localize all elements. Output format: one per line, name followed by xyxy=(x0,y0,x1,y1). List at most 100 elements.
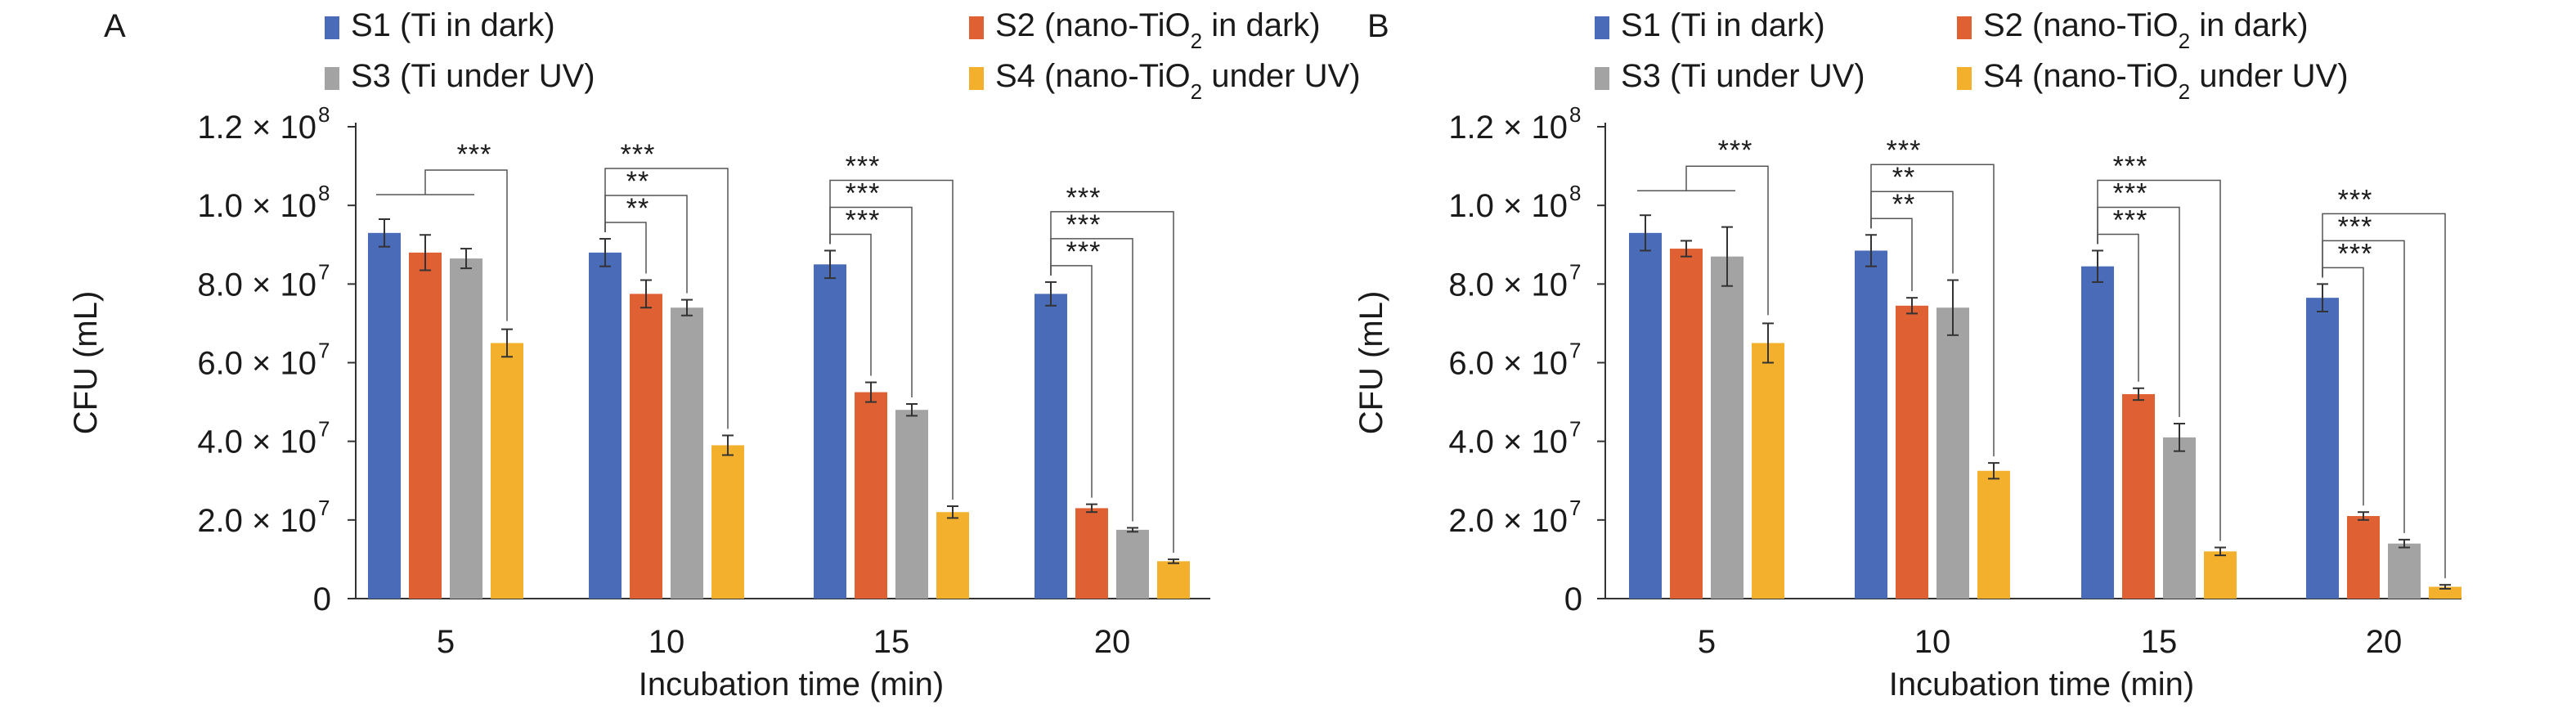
y-tick-mantissa: 1.0 × 10 xyxy=(1448,188,1568,224)
legend-swatch xyxy=(1957,16,1972,39)
x-tick-label: 10 xyxy=(648,624,685,660)
significance-label: *** xyxy=(2113,150,2148,182)
legend-entry: S1 (Ti in dark) xyxy=(351,7,555,43)
legend-label: S4 (nano-TiO xyxy=(995,58,1191,94)
bar xyxy=(2388,543,2421,599)
significance-bracket xyxy=(2097,179,2221,541)
significance-label: *** xyxy=(457,139,492,170)
y-tick-label: 8.0 × 10 xyxy=(1448,267,1568,303)
bar xyxy=(1629,232,1662,599)
x-tick-label: 20 xyxy=(1094,624,1131,660)
legend-entry: S4 (nano-TiO2 under UV) xyxy=(995,58,1361,104)
significance-label: *** xyxy=(2338,211,2373,242)
panel-letter: A xyxy=(104,8,126,44)
y-tick-label: 1.0 × 10 xyxy=(1448,188,1568,224)
y-tick-mantissa: 0 xyxy=(1564,581,1582,617)
legend-label: S4 (nano-TiO xyxy=(1983,58,2179,94)
legend-entry: S2 (nano-TiO2 in dark) xyxy=(995,7,1321,53)
y-tick-mantissa: 8.0 × 10 xyxy=(1448,267,1568,303)
bar xyxy=(1896,305,1928,599)
legend-swatch xyxy=(969,16,984,39)
legend-entry: S3 (Ti under UV) xyxy=(351,58,595,94)
y-tick-label: 0 xyxy=(313,581,331,617)
legend-subscript: 2 xyxy=(2179,79,2190,104)
bar xyxy=(814,264,846,599)
y-tick-label: 1.2 × 10 xyxy=(1448,110,1568,146)
y-tick-exponent: 7 xyxy=(318,417,330,442)
bar xyxy=(1670,249,1703,599)
y-tick-exponent: 8 xyxy=(318,181,330,205)
y-tick-label: 0 xyxy=(1564,581,1582,617)
y-axis-title: CFU (mL) xyxy=(68,291,104,435)
significance-label: *** xyxy=(2113,177,2148,209)
significance-label: ** xyxy=(626,193,649,224)
y-tick-exponent: 7 xyxy=(1569,496,1581,520)
significance-bracket xyxy=(1050,211,1174,553)
bar xyxy=(1116,529,1149,599)
bar xyxy=(1977,470,2010,599)
legend-swatch xyxy=(1957,67,1972,90)
legend-label-tail: under UV) xyxy=(1202,58,1360,94)
y-tick-mantissa: 2.0 × 10 xyxy=(1448,503,1568,539)
legend-label-tail: in dark) xyxy=(2190,7,2309,43)
bar xyxy=(1711,256,1744,599)
legend-label: S2 (nano-TiO xyxy=(995,7,1191,43)
bar xyxy=(1752,343,1784,599)
y-tick-label: 1.2 × 10 xyxy=(197,110,316,146)
bar xyxy=(1936,307,1969,599)
significance-label: *** xyxy=(846,204,881,236)
bar xyxy=(895,410,928,599)
bar xyxy=(409,252,442,599)
y-tick-label: 4.0 × 10 xyxy=(1448,424,1568,460)
y-tick-exponent: 7 xyxy=(318,496,330,520)
x-tick-label: 15 xyxy=(2141,624,2178,660)
significance-label: *** xyxy=(2113,204,2148,236)
bar xyxy=(855,392,887,599)
significance-label: ** xyxy=(626,166,649,197)
significance-bracket xyxy=(2322,213,2446,579)
legend-swatch xyxy=(1595,16,1609,39)
bar xyxy=(711,445,744,599)
legend-label: S1 (Ti in dark) xyxy=(1621,7,1825,43)
chart-panel-b: B S1 (Ti in dark) S2 (nano-TiO2 in dark) S3… xyxy=(1353,7,2462,702)
y-tick-mantissa: 0 xyxy=(313,581,331,617)
bar xyxy=(2204,551,2237,599)
panel-letter: B xyxy=(1367,8,1389,44)
y-tick-label: 6.0 × 10 xyxy=(1448,346,1568,382)
y-tick-mantissa: 2.0 × 10 xyxy=(197,503,316,539)
significance-bracket xyxy=(1685,165,1769,316)
bar xyxy=(368,232,401,599)
bar xyxy=(671,307,703,599)
significance-label: *** xyxy=(2338,238,2373,269)
significance-label: *** xyxy=(846,177,881,209)
y-tick-mantissa: 1.2 × 10 xyxy=(1448,110,1568,146)
y-tick-mantissa: 8.0 × 10 xyxy=(197,267,316,303)
y-tick-label: 6.0 × 10 xyxy=(197,346,316,382)
legend-entry: S2 (nano-TiO2 in dark) xyxy=(1983,7,2309,53)
significance-bracket xyxy=(424,169,508,321)
bar xyxy=(2163,437,2196,599)
bar xyxy=(2122,393,2155,599)
significance-label: *** xyxy=(1887,135,1922,166)
legend-label-tail: in dark) xyxy=(1202,7,1321,43)
legend-subscript: 2 xyxy=(1191,79,1202,104)
significance-bracket xyxy=(604,168,729,429)
legend-label: S3 (Ti under UV) xyxy=(351,58,595,94)
bar xyxy=(1157,561,1190,599)
legend-subscript: 2 xyxy=(2179,29,2190,53)
y-tick-mantissa: 1.2 × 10 xyxy=(197,110,316,146)
legend-entry: S1 (Ti in dark) xyxy=(1621,7,1825,43)
bar xyxy=(2306,298,2339,599)
y-tick-label: 8.0 × 10 xyxy=(197,267,316,303)
x-tick-label: 20 xyxy=(2366,624,2403,660)
legend-subscript: 2 xyxy=(1191,29,1202,53)
significance-label: ** xyxy=(1892,162,1915,193)
legend-entry: S3 (Ti under UV) xyxy=(1621,58,1865,94)
bar xyxy=(2081,266,2114,599)
x-tick-label: 5 xyxy=(437,624,455,660)
bar xyxy=(2347,516,2380,599)
y-tick-mantissa: 1.0 × 10 xyxy=(197,188,316,224)
significance-label: *** xyxy=(1066,209,1102,240)
y-tick-mantissa: 4.0 × 10 xyxy=(197,424,316,460)
